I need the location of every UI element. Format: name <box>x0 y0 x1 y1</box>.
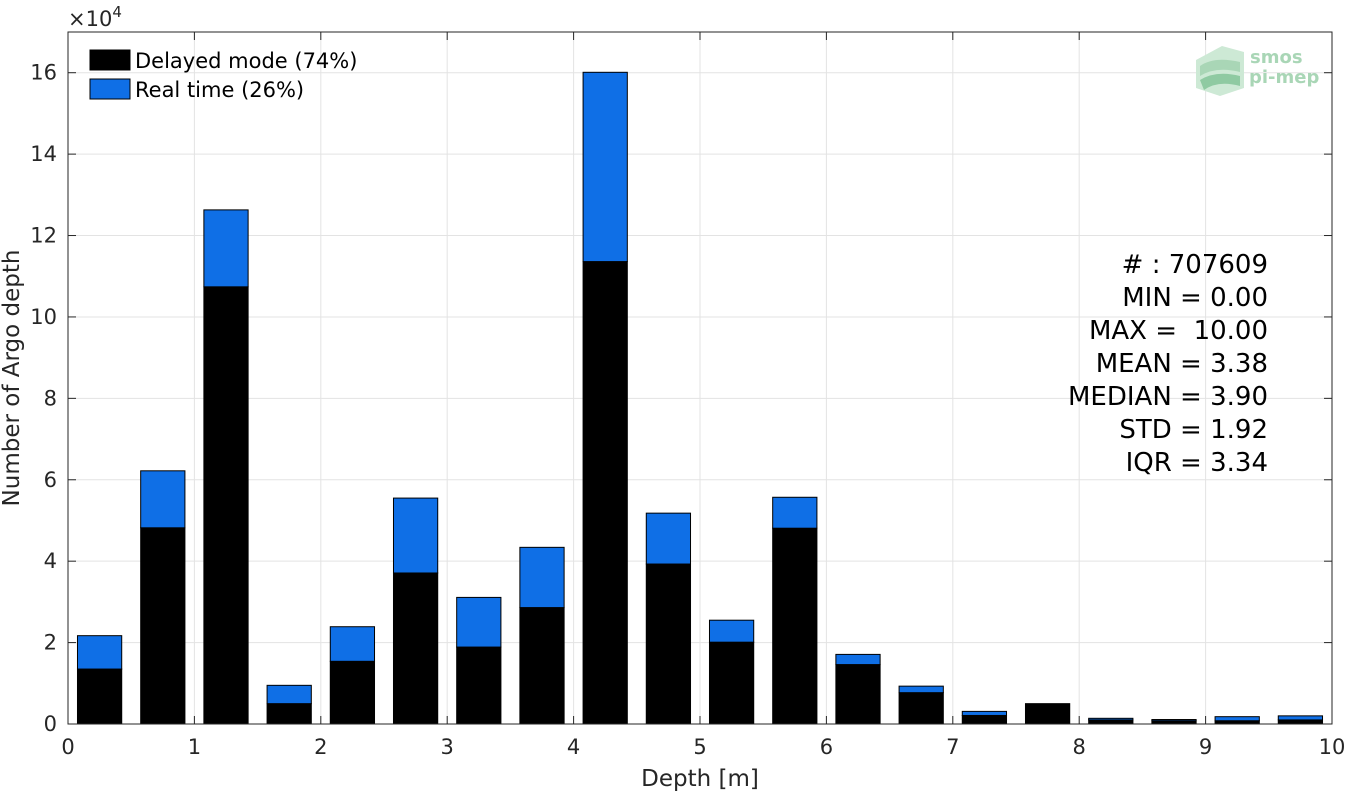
x-tick-label: 2 <box>314 735 327 759</box>
bar-real-time <box>645 512 692 565</box>
y-tick-label: 0 <box>44 712 57 736</box>
x-tick-label: 8 <box>1073 735 1086 759</box>
y-tick-labels: 0 2 4 6 8 10 12 14 16 <box>30 61 57 736</box>
bar-real-time <box>392 497 439 574</box>
x-tick-label: 1 <box>188 735 201 759</box>
y-tick-label: 6 <box>44 468 57 492</box>
bar-delayed-mode <box>456 646 502 725</box>
bar-delayed-mode <box>898 692 944 725</box>
bar-delayed-mode <box>961 714 1008 725</box>
y-tick-label: 12 <box>30 224 57 248</box>
logo-icon <box>1196 46 1244 96</box>
legend-label-realtime: Real time (26%) <box>135 78 304 102</box>
x-tick-label: 10 <box>1319 735 1346 759</box>
bar-real-time <box>708 619 755 643</box>
bar-real-time <box>1088 717 1134 721</box>
bar-delayed-mode <box>76 668 123 725</box>
bar-delayed-mode <box>392 572 439 725</box>
bar-delayed-mode <box>772 527 818 725</box>
legend: Delayed mode (74%) Real time (26%) <box>89 49 357 102</box>
y-tick-label: 2 <box>44 631 57 655</box>
x-tick-label: 5 <box>693 735 706 759</box>
bar-real-time <box>203 209 249 288</box>
x-tick-label: 4 <box>567 735 580 759</box>
y-tick-label: 14 <box>30 142 57 166</box>
x-axis-title: Depth [m] <box>641 766 759 792</box>
bar-delayed-mode <box>140 527 186 725</box>
bar-real-time <box>898 685 944 694</box>
legend-swatch-delayed <box>89 49 131 71</box>
bar-delayed-mode <box>1024 703 1071 725</box>
bar-delayed-mode <box>203 286 249 725</box>
x-tick-label: 7 <box>946 735 959 759</box>
x-tick-labels: 0 1 2 3 4 5 6 7 8 9 10 <box>61 735 1345 759</box>
bar-delayed-mode <box>835 664 881 725</box>
bar-real-time <box>1214 716 1260 722</box>
bar-delayed-mode <box>1088 719 1134 725</box>
stat-min: MIN = 0.00 <box>1122 283 1268 313</box>
bar-delayed-mode <box>645 563 692 725</box>
x-tick-label: 0 <box>61 735 74 759</box>
stat-count: # : 707609 <box>1122 250 1268 280</box>
stat-max: MAX = 10.00 <box>1089 316 1268 346</box>
y-tick-label: 4 <box>44 549 57 573</box>
stat-iqr: IQR = 3.34 <box>1126 448 1268 478</box>
y-tick-label: 8 <box>44 386 57 410</box>
stat-median: MEDIAN = 3.90 <box>1068 382 1268 412</box>
bar-real-time <box>582 71 628 263</box>
bar-real-time <box>456 596 502 648</box>
bar-real-time <box>1151 719 1197 722</box>
x-tick-label: 3 <box>441 735 454 759</box>
stat-std: STD = 1.92 <box>1119 415 1268 445</box>
x-tick-label: 9 <box>1199 735 1212 759</box>
bar-real-time <box>772 496 818 529</box>
y-tick-label: 10 <box>30 305 57 329</box>
ticks <box>67 32 1333 725</box>
x-tick-label: 6 <box>820 735 833 759</box>
bar-delayed-mode <box>708 641 755 725</box>
bar-delayed-mode <box>582 261 628 725</box>
bar-real-time <box>1277 715 1324 721</box>
legend-swatch-realtime <box>89 78 131 100</box>
bar-delayed-mode <box>266 703 312 725</box>
stat-mean: MEAN = 3.38 <box>1096 349 1268 379</box>
watermark-logo: smos pi-mep <box>1196 46 1319 96</box>
bar-delayed-mode <box>1277 719 1324 725</box>
bar-real-time <box>519 546 565 609</box>
bar-real-time <box>961 710 1008 716</box>
bar-real-time <box>835 653 881 666</box>
bars <box>76 71 1324 725</box>
y-tick-label: 16 <box>30 61 57 85</box>
logo-text-pimep: pi-mep <box>1249 67 1319 88</box>
bar-real-time <box>329 626 376 662</box>
bar-real-time <box>266 684 312 705</box>
logo-text-smos: smos <box>1250 47 1303 68</box>
y-multiplier: ×104 <box>68 3 122 31</box>
stats-box: # : 707609 MIN = 0.00 MAX = 10.00 MEAN =… <box>1068 250 1268 478</box>
bar-real-time <box>140 470 186 529</box>
y-axis-title: Number of Argo depth <box>0 250 25 507</box>
bar-real-time <box>76 635 123 670</box>
bar-delayed-mode <box>519 607 565 725</box>
grid <box>68 32 1332 724</box>
bar-delayed-mode <box>329 660 376 725</box>
legend-label-delayed: Delayed mode (74%) <box>135 49 357 73</box>
